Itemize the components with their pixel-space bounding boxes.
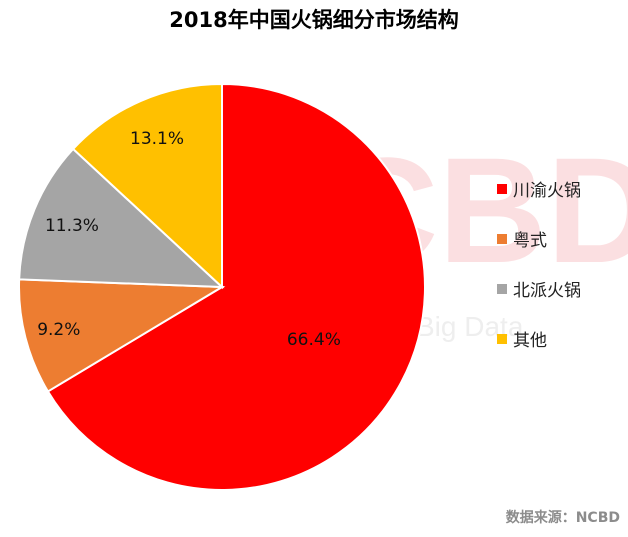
legend-label: 粤式 <box>513 231 547 251</box>
legend-item: 北派火锅 <box>497 276 581 301</box>
pie-slice-0 <box>46 82 426 491</box>
chart-title: 2018年中国火锅细分市场结构 <box>169 8 459 32</box>
legend-swatch <box>497 233 507 244</box>
legend-swatch <box>497 283 507 294</box>
legend-swatch <box>497 333 507 344</box>
pie-slice-2 <box>18 147 225 289</box>
legend-item: 川渝火锅 <box>497 176 581 201</box>
data-label: 66.4% <box>287 330 341 350</box>
legend-label: 川渝火锅 <box>513 181 581 201</box>
data-label: 11.3% <box>45 216 99 236</box>
pie-slice-3 <box>71 82 223 290</box>
legend-item: 粤式 <box>497 226 547 251</box>
data-label: 13.1% <box>130 129 184 149</box>
legend-label: 北派火锅 <box>513 281 581 301</box>
pie-slice-1 <box>18 278 226 393</box>
source-note: 数据来源：NCBD <box>505 510 620 526</box>
legend-swatch <box>497 183 507 194</box>
legend-label: 其他 <box>513 331 547 351</box>
legend-item: 其他 <box>497 326 547 351</box>
data-label: 9.2% <box>37 320 80 340</box>
